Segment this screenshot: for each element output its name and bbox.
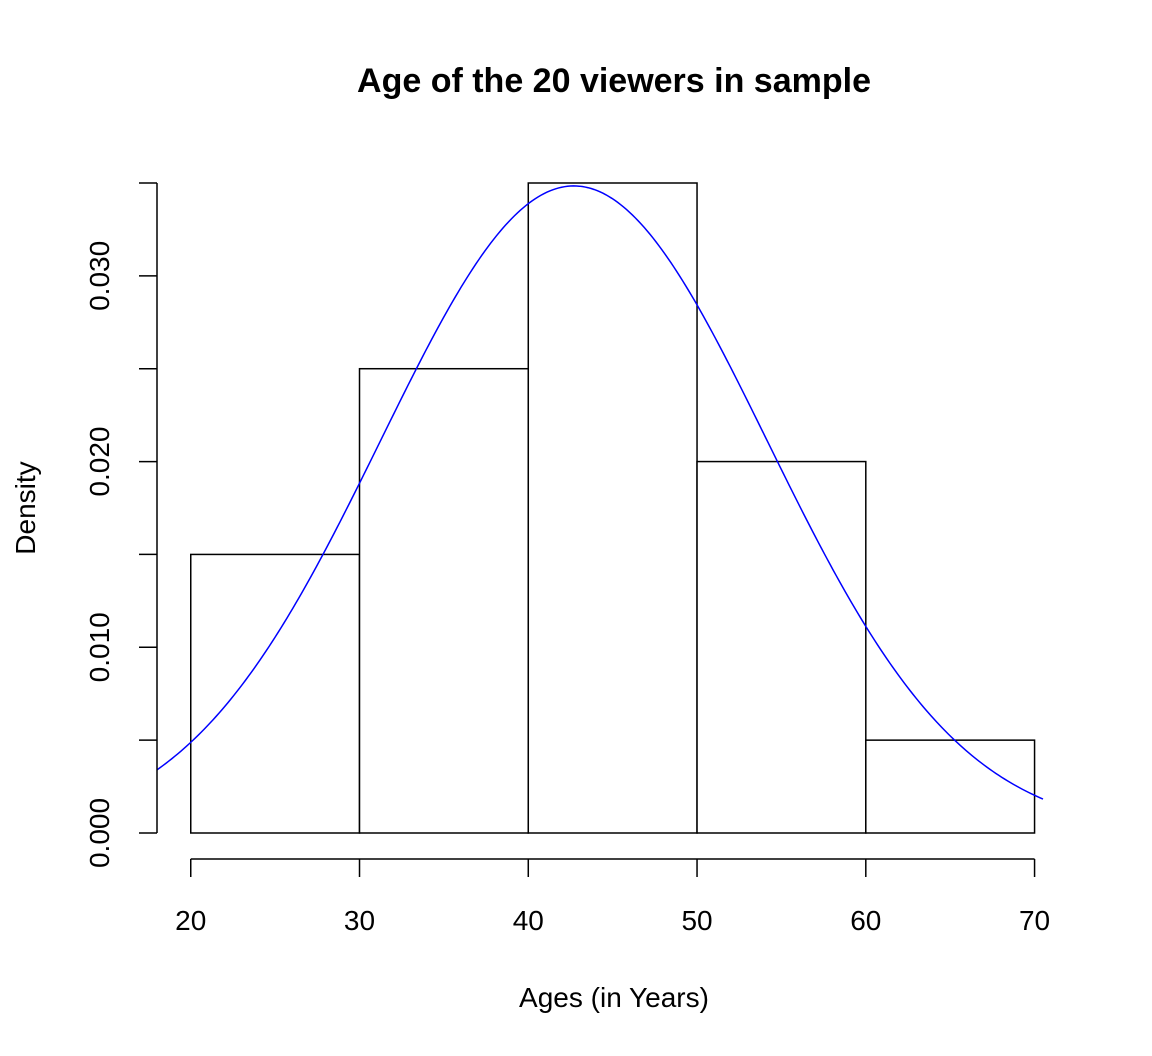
- y-tick-label: 0.000: [84, 798, 115, 868]
- x-tick-label: 70: [1019, 905, 1050, 936]
- density-curve: [156, 185, 1044, 800]
- histogram-bar-3: [527, 182, 698, 834]
- chart-title: Age of the 20 viewers in sample: [357, 62, 871, 100]
- x-tick-label: 50: [681, 905, 712, 936]
- histogram-bar-5: [865, 739, 1036, 834]
- x-axis: 20 30 40 50 60 70: [175, 858, 1050, 936]
- x-tick-label: 40: [513, 905, 544, 936]
- x-tick-label: 60: [850, 905, 881, 936]
- y-tick-label: 0.030: [84, 241, 115, 311]
- y-axis-label: Density: [10, 461, 41, 554]
- histogram-bar-1: [190, 553, 361, 834]
- histogram-bar-4: [696, 460, 867, 834]
- x-tick-label: 30: [344, 905, 375, 936]
- x-tick-label: 20: [175, 905, 206, 936]
- x-axis-label: Ages (in Years): [519, 982, 709, 1013]
- histogram-bar-2: [358, 367, 530, 834]
- y-tick-label: 0.010: [84, 612, 115, 682]
- y-tick-label: 0.020: [84, 427, 115, 497]
- bars-group: [190, 182, 1036, 834]
- y-axis: 0.000 0.010 0.020 0.030: [84, 182, 158, 868]
